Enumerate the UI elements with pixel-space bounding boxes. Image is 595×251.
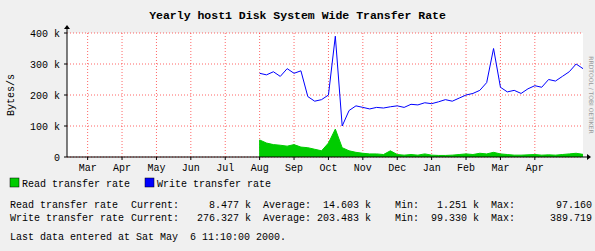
- y-axis-label: Bytes/s: [6, 74, 17, 116]
- x-tick-label: Aug: [251, 163, 269, 174]
- x-tick-label: Jan: [423, 163, 441, 174]
- stats-value: 276.327 k: [197, 213, 251, 224]
- line: [260, 36, 583, 126]
- x-grid-line: [397, 33, 398, 157]
- area: [260, 129, 583, 157]
- x-axis-arrow: [587, 154, 591, 160]
- stats-label: Current:: [131, 200, 179, 211]
- stats-name: Read transfer rate: [10, 200, 118, 211]
- watermark: RRDTOOL / TOBI OETIKER: [588, 56, 595, 133]
- stats-value: 99.330 k: [431, 213, 479, 224]
- stats-label: Average:: [263, 213, 311, 224]
- y-tick-label: 400 k: [30, 29, 60, 40]
- x-grid-line: [87, 33, 88, 157]
- stats-label: Max:: [491, 200, 515, 211]
- y-tick-label: 200 k: [30, 91, 60, 102]
- x-grid-line: [190, 33, 191, 157]
- legend-label: Write transfer rate: [157, 179, 271, 190]
- x-tick-label: Mar: [79, 163, 97, 174]
- plot-area: [67, 33, 583, 157]
- x-grid-line: [156, 33, 157, 157]
- stats-value: 203.483 k: [317, 213, 371, 224]
- stats-label: Min:: [395, 213, 419, 224]
- title: Yearly host1 Disk System Wide Transfer R…: [149, 9, 446, 22]
- x-grid-line: [225, 33, 226, 157]
- x-grid-line: [259, 33, 260, 157]
- x-tick-label: Jun: [182, 163, 200, 174]
- stats-name: Write transfer rate: [10, 213, 124, 224]
- y-grid-line: [67, 126, 583, 127]
- y-grid-line: [67, 33, 583, 34]
- x-grid-line: [431, 33, 432, 157]
- y-tick-label: 300 k: [30, 60, 60, 71]
- x-grid-line: [534, 33, 535, 157]
- x-tick-label: Dec: [388, 163, 406, 174]
- stats-label: Max:: [491, 213, 515, 224]
- x-grid-line: [122, 33, 123, 157]
- legend-swatch: [10, 178, 19, 187]
- x-tick-label: Sep: [285, 163, 303, 174]
- legend-label: Read transfer rate: [22, 179, 130, 190]
- series-group: [260, 36, 583, 157]
- legend-swatch: [145, 178, 154, 187]
- last-update: Last data entered at Sat May 6 11:10:00 …: [10, 232, 286, 243]
- chart: Yearly host1 Disk System Wide Transfer R…: [0, 0, 595, 251]
- stats-value: 14.603 k: [323, 200, 371, 211]
- background: [0, 0, 595, 251]
- x-tick-label: Feb: [457, 163, 475, 174]
- x-tick-label: Nov: [354, 163, 372, 174]
- x-axis: [67, 157, 587, 158]
- stats-label: Average:: [263, 200, 311, 211]
- stats-label: Current:: [131, 213, 179, 224]
- x-tick-label: Oct: [319, 163, 337, 174]
- y-grid-line: [67, 95, 583, 96]
- y-axis-arrow: [64, 25, 70, 29]
- x-grid-line: [500, 33, 501, 157]
- stats-value: 8.477 k: [209, 200, 251, 211]
- y-grid-line: [67, 64, 583, 65]
- x-tick-label: Mar: [491, 163, 509, 174]
- stats-value: 1.251 k: [437, 200, 479, 211]
- x-tick-label: Apr: [113, 163, 131, 174]
- stats-value: 389.719: [550, 213, 592, 224]
- grid: [67, 33, 583, 157]
- y-axis: [67, 29, 68, 157]
- x-grid-line: [362, 33, 363, 157]
- x-grid-line: [294, 33, 295, 157]
- y-tick-label: 0: [54, 153, 60, 164]
- x-tick-label: May: [147, 163, 165, 174]
- stats-label: Min:: [395, 200, 419, 211]
- x-tick-label: Apr: [526, 163, 544, 174]
- y-tick-label: 100 k: [30, 122, 60, 133]
- stats-value: 97.160: [556, 200, 592, 211]
- x-tick-label: Jul: [216, 163, 234, 174]
